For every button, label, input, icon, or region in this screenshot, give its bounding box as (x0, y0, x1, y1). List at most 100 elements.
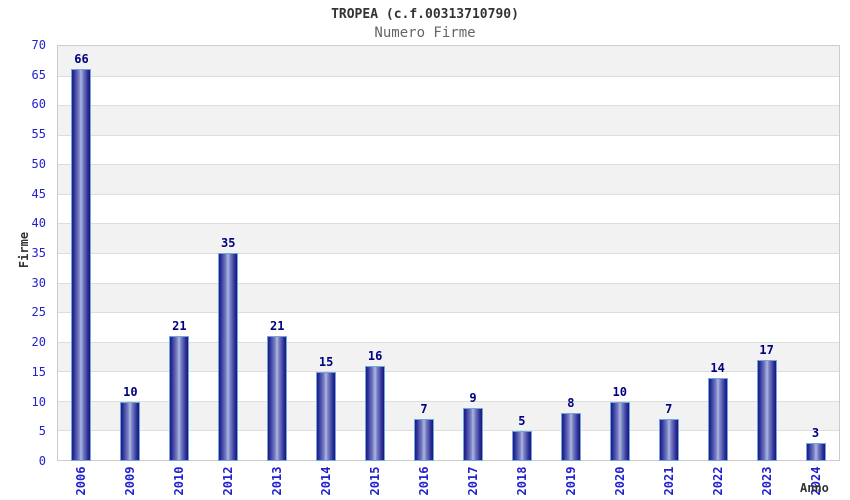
x-tick-label: 2020 (612, 466, 627, 496)
bar-fill (462, 407, 483, 461)
bar-value-label: 5 (518, 414, 526, 429)
gridline (58, 75, 839, 77)
x-tick-label: 2023 (759, 466, 774, 496)
bar-fill (218, 253, 239, 461)
y-tick-label: 60 (31, 97, 46, 112)
gridline (58, 164, 839, 166)
x-tick-label: 2018 (514, 466, 529, 496)
x-tick-label: 2010 (172, 466, 187, 496)
gridline (58, 400, 839, 402)
bar-fill (805, 443, 826, 461)
bar-2010: 21 (169, 319, 190, 461)
plot-band (58, 193, 839, 224)
bar-value-label: 15 (318, 354, 334, 369)
bar-value-label: 21 (269, 319, 285, 334)
y-tick-label: 65 (31, 67, 46, 82)
x-tick-label: 2015 (368, 466, 383, 496)
y-tick-label: 25 (31, 305, 46, 320)
plot-band (58, 134, 839, 165)
plot-band (58, 223, 839, 253)
bar-2020: 10 (609, 385, 630, 461)
bar-2015: 16 (365, 349, 386, 461)
y-tick-label: 55 (31, 127, 46, 142)
y-tick-label: 70 (31, 38, 46, 52)
bar-value-label: 3 (811, 426, 820, 441)
bar-value-label: 10 (123, 384, 138, 399)
bar-2013: 21 (267, 319, 288, 461)
bar-value-label: 7 (665, 402, 673, 417)
plot-band (58, 253, 839, 283)
y-tick-label: 0 (38, 454, 46, 468)
bar-fill (707, 377, 728, 461)
y-tick-label: 5 (38, 424, 46, 439)
x-tick-label: 2017 (465, 466, 480, 496)
x-tick-label: 2016 (417, 466, 432, 496)
x-tick-label: 2019 (563, 466, 578, 496)
bar-value-label: 35 (221, 236, 236, 250)
x-tick-label: 2012 (221, 466, 236, 496)
bar-value-label: 16 (367, 348, 383, 363)
gridline (58, 341, 839, 343)
bar-2018: 5 (511, 414, 532, 461)
bar-2016: 7 (414, 402, 435, 461)
gridline (58, 371, 839, 373)
bar-fill (267, 336, 288, 461)
bar-fill (511, 431, 532, 461)
y-tick-label: 40 (31, 216, 46, 231)
bar-2017: 9 (462, 391, 483, 461)
bar-value-label: 8 (567, 396, 575, 411)
bar-2009: 10 (120, 385, 141, 461)
bar-fill (365, 365, 386, 461)
plot-band (58, 164, 839, 194)
bar-fill (169, 336, 190, 461)
gridline (58, 430, 839, 432)
chart-subtitle: Numero Firme (374, 25, 476, 41)
bar-2014: 15 (316, 355, 337, 461)
bar-fill (316, 371, 337, 461)
bar-2006: 66 (71, 52, 92, 461)
y-tick-label: 35 (31, 246, 46, 260)
bar-2021: 7 (658, 402, 679, 461)
x-axis-label: Anno (800, 481, 829, 495)
bar-2023: 17 (756, 343, 777, 461)
gridline (58, 312, 839, 314)
bar-fill (658, 419, 679, 461)
y-tick-label: 45 (31, 186, 46, 201)
gridline (58, 105, 839, 107)
bar-value-label: 9 (469, 390, 477, 405)
x-tick-label: 2009 (123, 466, 138, 496)
x-tick-label: 2021 (661, 466, 676, 496)
plot-band (58, 105, 839, 135)
bar-fill (609, 401, 630, 461)
gridline (58, 134, 839, 136)
y-tick-label: 10 (31, 394, 46, 409)
chart-title: TROPEA (c.f.00313710790) (331, 7, 519, 22)
gridline (58, 223, 839, 225)
bar-value-label: 10 (612, 384, 628, 399)
bars-layer: 66 10 21 35 21 15 16 7 9 5 8 10 7 14 17 3 (57, 45, 840, 461)
bar-value-label: 21 (172, 319, 187, 334)
bar-fill (756, 359, 777, 461)
x-tick-label: 2014 (319, 466, 334, 496)
bar-fill (560, 413, 581, 461)
plot-band (58, 282, 839, 313)
bar-value-label: 14 (710, 360, 725, 375)
y-tick-label: 15 (31, 364, 46, 379)
x-tick-label: 2013 (270, 466, 285, 496)
gridline (58, 193, 839, 195)
y-tick-label: 50 (31, 156, 46, 171)
x-axis-ticks: 2006 2009 2010 2012 2013 2014 2015 2016 2017 2018… (57, 463, 840, 500)
x-tick-label: 2006 (74, 466, 89, 496)
plot-band (58, 46, 839, 76)
gridline (58, 282, 839, 284)
bar-fill (414, 419, 435, 461)
y-tick-label: 20 (31, 335, 46, 350)
plot-band (58, 75, 839, 106)
bar-value-label: 66 (74, 51, 89, 66)
bar-fill (71, 68, 92, 461)
bar-2019: 8 (560, 396, 581, 461)
bar-2022: 14 (707, 361, 728, 461)
bar-value-label: 17 (759, 342, 774, 357)
x-tick-label: 2022 (710, 466, 725, 496)
